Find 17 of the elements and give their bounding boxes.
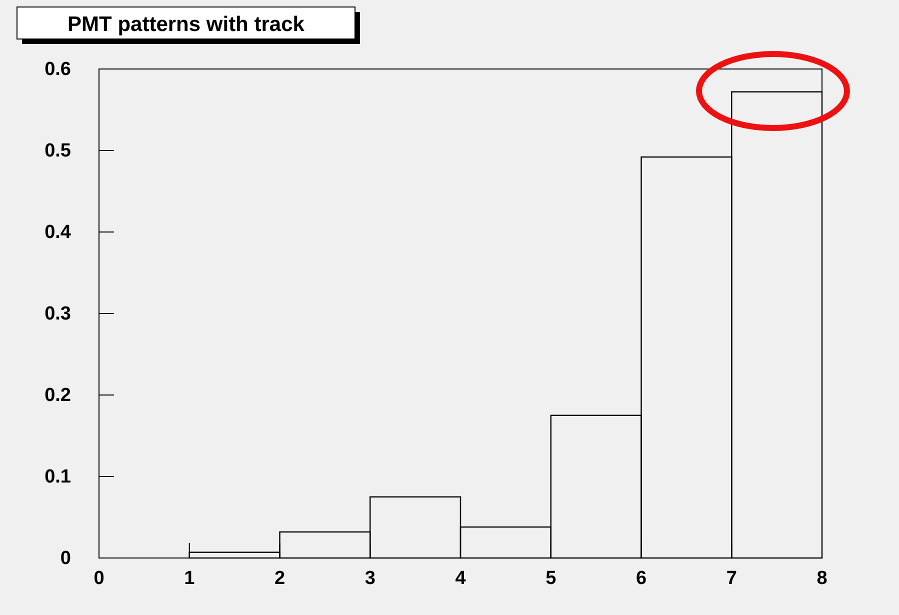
x-tick-label: 6 — [636, 568, 647, 589]
x-tick-label: 8 — [816, 568, 828, 589]
y-tick-label: 0.1 — [44, 466, 72, 488]
chart-title: PMT patterns with track — [68, 13, 305, 36]
x-tick-label: 1 — [184, 568, 196, 589]
x-tick-label: 7 — [726, 568, 737, 589]
x-tick-label: 4 — [455, 568, 466, 589]
y-tick-label: 0.2 — [44, 385, 71, 406]
y-tick-label: 0.4 — [44, 222, 72, 244]
x-tick-label: 5 — [546, 568, 557, 589]
x-tick-label: 3 — [364, 568, 376, 589]
y-tick-label: 0.6 — [44, 59, 71, 80]
x-tick-label: 0 — [94, 568, 104, 589]
y-tick-label: 0 — [60, 548, 71, 570]
y-tick-label: 0.3 — [44, 304, 71, 325]
y-tick-label: 0.5 — [44, 140, 72, 162]
x-tick-label: 2 — [274, 568, 286, 589]
